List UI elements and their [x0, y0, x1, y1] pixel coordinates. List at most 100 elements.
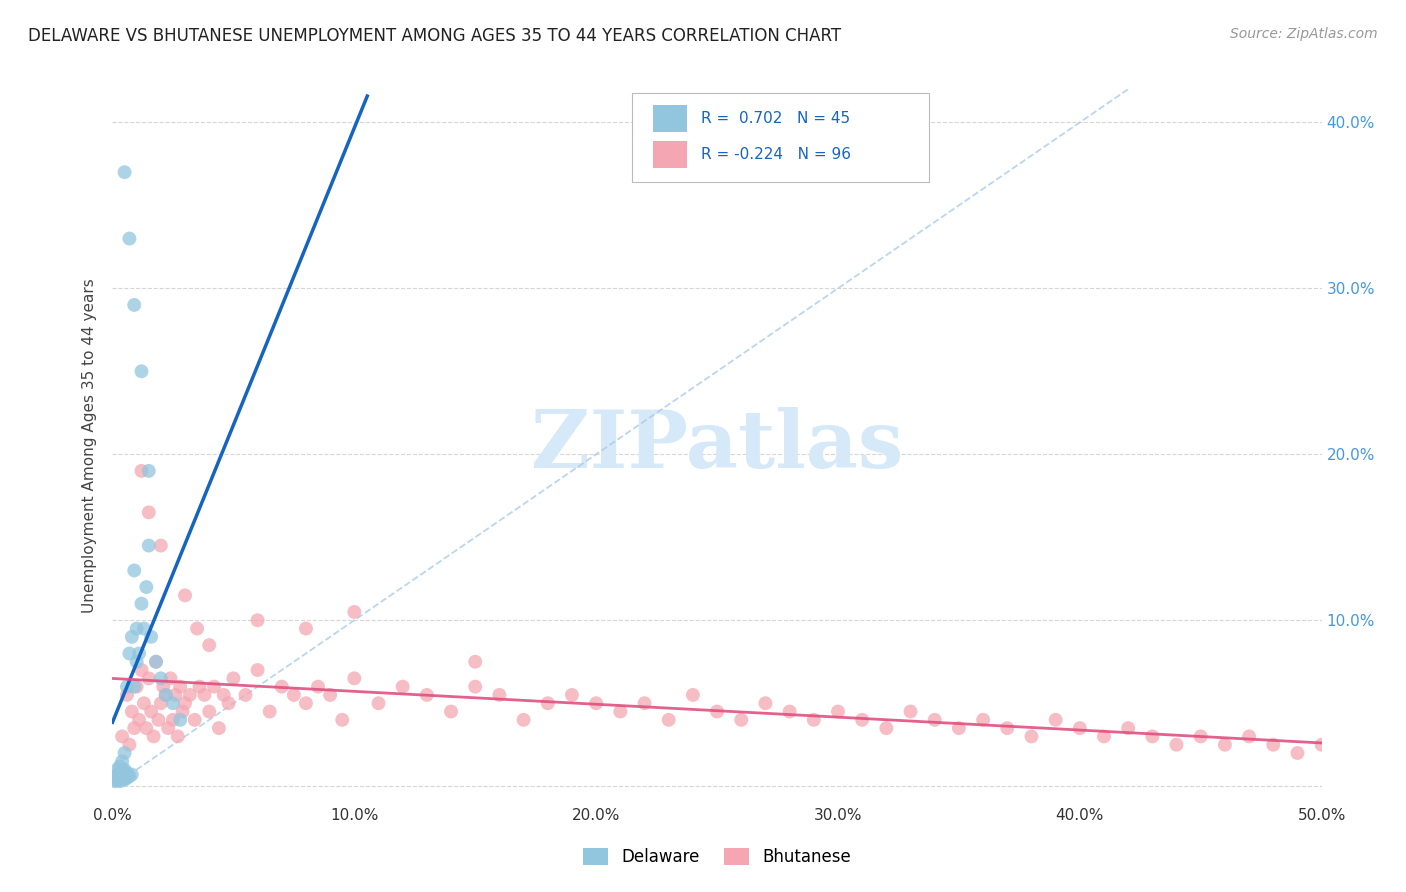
- Point: [633, 696, 655, 710]
- Point: [101, 771, 124, 785]
- Point: [222, 671, 245, 685]
- Point: [464, 680, 486, 694]
- FancyBboxPatch shape: [633, 93, 929, 182]
- Point: [131, 464, 153, 478]
- Point: [174, 588, 197, 602]
- Point: [1069, 721, 1091, 735]
- Point: [122, 564, 145, 578]
- Point: [208, 721, 231, 735]
- Point: [159, 671, 181, 685]
- Text: DELAWARE VS BHUTANESE UNEMPLOYMENT AMONG AGES 35 TO 44 YEARS CORRELATION CHART: DELAWARE VS BHUTANESE UNEMPLOYMENT AMONG…: [28, 27, 841, 45]
- Point: [730, 713, 752, 727]
- Point: [155, 688, 177, 702]
- Point: [149, 539, 172, 553]
- Point: [105, 763, 128, 777]
- Bar: [652, 105, 688, 132]
- Point: [122, 298, 145, 312]
- Point: [851, 713, 873, 727]
- Point: [115, 766, 138, 780]
- Point: [188, 680, 211, 694]
- Point: [148, 713, 170, 727]
- Point: [172, 705, 194, 719]
- Point: [319, 688, 342, 702]
- Point: [149, 671, 172, 685]
- Point: [152, 680, 174, 694]
- Point: [111, 730, 134, 744]
- Point: [1045, 713, 1067, 727]
- Point: [165, 688, 187, 702]
- Point: [754, 696, 776, 710]
- Point: [295, 696, 318, 710]
- Point: [155, 688, 177, 702]
- Point: [1237, 730, 1260, 744]
- Point: [132, 622, 155, 636]
- Point: [122, 721, 145, 735]
- Point: [115, 680, 138, 694]
- Point: [135, 721, 157, 735]
- Point: [488, 688, 510, 702]
- Point: [924, 713, 946, 727]
- Point: [343, 671, 366, 685]
- Point: [135, 580, 157, 594]
- Point: [121, 767, 143, 781]
- Point: [105, 767, 128, 781]
- Point: [128, 713, 150, 727]
- Point: [1092, 730, 1115, 744]
- Point: [118, 231, 141, 245]
- Point: [198, 705, 221, 719]
- Point: [440, 705, 463, 719]
- Point: [121, 705, 143, 719]
- Point: [118, 769, 141, 783]
- Point: [391, 680, 413, 694]
- Point: [416, 688, 439, 702]
- Point: [104, 774, 127, 789]
- Point: [138, 464, 160, 478]
- Point: [169, 680, 191, 694]
- Point: [561, 688, 583, 702]
- Text: ZIPatlas: ZIPatlas: [531, 407, 903, 485]
- Point: [212, 688, 235, 702]
- Point: [246, 613, 269, 627]
- Point: [682, 688, 704, 702]
- Point: [235, 688, 257, 702]
- Point: [1286, 746, 1309, 760]
- Point: [114, 767, 136, 781]
- Point: [122, 680, 145, 694]
- Text: Source: ZipAtlas.com: Source: ZipAtlas.com: [1230, 27, 1378, 41]
- Point: [706, 705, 728, 719]
- Point: [202, 680, 225, 694]
- Point: [1116, 721, 1139, 735]
- Point: [111, 754, 134, 768]
- Point: [145, 655, 167, 669]
- Point: [512, 713, 534, 727]
- Point: [115, 771, 138, 785]
- Point: [131, 663, 153, 677]
- Point: [183, 713, 205, 727]
- Point: [157, 721, 180, 735]
- Point: [174, 696, 197, 710]
- Point: [307, 680, 329, 694]
- Point: [108, 771, 131, 785]
- Point: [118, 647, 141, 661]
- Y-axis label: Unemployment Among Ages 35 to 44 years: Unemployment Among Ages 35 to 44 years: [82, 278, 97, 614]
- Point: [114, 763, 136, 777]
- Point: [367, 696, 389, 710]
- Point: [138, 539, 160, 553]
- Point: [1213, 738, 1236, 752]
- Point: [108, 759, 131, 773]
- Point: [827, 705, 849, 719]
- Point: [1142, 730, 1164, 744]
- Point: [111, 769, 134, 783]
- Point: [179, 688, 201, 702]
- Point: [125, 622, 148, 636]
- Point: [105, 772, 128, 787]
- Point: [131, 597, 153, 611]
- Point: [585, 696, 607, 710]
- Point: [141, 630, 163, 644]
- Point: [283, 688, 305, 702]
- Point: [115, 688, 138, 702]
- Legend: Delaware, Bhutanese: Delaware, Bhutanese: [576, 841, 858, 873]
- Point: [464, 655, 486, 669]
- Point: [609, 705, 631, 719]
- Point: [1021, 730, 1043, 744]
